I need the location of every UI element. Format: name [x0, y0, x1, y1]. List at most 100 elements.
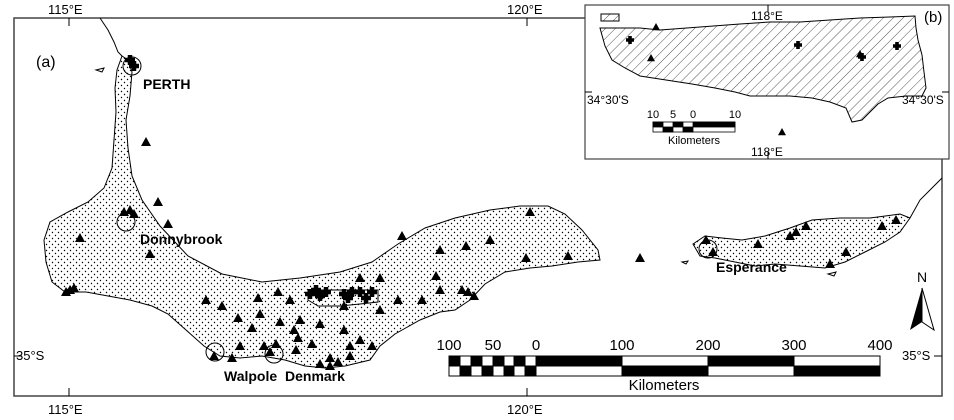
scale-tick-200: 200: [695, 337, 720, 354]
site-cross-marker: [315, 291, 325, 301]
inset-map: (b) 118°E 118°E 34°30'S 34°30'S 10 5 0 1…: [584, 4, 950, 160]
site-triangle-marker: [339, 325, 349, 334]
island-esperance-1: [680, 260, 690, 265]
inset-legend-swatch: [600, 13, 620, 22]
site-triangle-marker: [375, 305, 385, 314]
island-rottnest: [94, 67, 105, 73]
scale-tick-300: 300: [781, 337, 806, 354]
site-triangle-marker: [315, 319, 325, 328]
place-label-denmark: Denmark: [285, 368, 345, 384]
site-triangle-marker: [355, 335, 365, 344]
inset-scale-tick-10w: 10: [647, 109, 659, 121]
site-triangle-marker: [315, 359, 325, 368]
site-triangle-marker: [856, 50, 864, 58]
study-grid-outline: [307, 289, 379, 307]
site-triangle-marker: [525, 207, 535, 216]
site-cross-marker: [129, 61, 139, 71]
site-triangle-marker: [289, 325, 299, 334]
lon-label-bottom-120: 120°E: [507, 402, 543, 417]
site-triangle-marker: [397, 231, 407, 240]
site-triangle-marker: [201, 295, 211, 304]
site-triangle-marker: [255, 309, 265, 318]
site-triangle-marker: [75, 233, 85, 242]
north-arrow-left-half: [910, 288, 922, 330]
site-triangle-marker: [485, 235, 495, 244]
site-cross-marker: [367, 287, 377, 297]
inset-ticks: [585, 5, 949, 159]
scale-tick-50: 50: [485, 337, 502, 354]
site-triangles: [61, 137, 901, 370]
panel-label-b: (b): [924, 9, 942, 26]
north-arrow: N: [910, 269, 935, 332]
site-triangle-marker: [227, 353, 237, 362]
site-triangle-marker: [259, 341, 269, 350]
site-triangle-marker: [145, 249, 155, 258]
site-triangle-marker: [61, 287, 71, 296]
site-cross-marker: [794, 41, 802, 49]
site-triangle-marker: [345, 341, 355, 350]
inset-scale-tick-10: 10: [729, 109, 741, 121]
site-triangle-marker: [635, 253, 645, 262]
site-triangle-marker: [778, 128, 786, 136]
lon-label-top-120: 120°E: [507, 2, 543, 17]
graticule-ticks: [14, 18, 942, 396]
place-label-esperance: Esperance: [716, 259, 787, 275]
site-triangle-marker: [247, 323, 257, 332]
site-crosses: [125, 55, 377, 303]
inset-scale-tick-0: 0: [690, 109, 696, 121]
site-triangle-marker: [891, 215, 901, 224]
scale-tick-100w: 100: [436, 337, 461, 354]
site-triangle-marker: [469, 291, 479, 300]
site-triangle-marker: [163, 219, 173, 228]
place-label-donnybrook: Donnybrook: [140, 231, 223, 247]
inset-scale-unit: Kilometers: [668, 135, 720, 147]
site-cross-marker: [125, 55, 135, 65]
coastline-east: [909, 177, 943, 219]
site-triangle-marker: [753, 239, 763, 248]
site-triangle-marker: [293, 333, 303, 342]
inset-label-top: 118°E: [751, 9, 783, 23]
site-cross-marker: [626, 36, 634, 44]
site-cross-marker: [355, 287, 365, 297]
site-triangle-marker: [521, 253, 531, 262]
site-triangle-marker: [647, 54, 655, 62]
site-triangle-marker: [791, 227, 801, 236]
site-triangle-marker: [333, 357, 343, 366]
site-triangle-marker: [393, 295, 403, 304]
site-triangle-marker: [652, 23, 660, 31]
esperance-region: [692, 213, 911, 269]
scale-unit: Kilometers: [629, 377, 700, 394]
inset-label-left: 34°30'S: [587, 93, 629, 107]
site-triangle-marker: [271, 339, 281, 348]
north-arrow-right-half: [921, 287, 935, 332]
inset-hatched-area: [599, 15, 927, 123]
site-triangle-marker: [435, 285, 445, 294]
site-triangle-marker: [355, 273, 365, 282]
site-triangle-marker: [69, 283, 79, 292]
site-triangle-marker: [295, 315, 305, 324]
site-triangle-marker: [785, 231, 795, 240]
site-triangle-marker: [253, 293, 263, 302]
lon-label-top-115: 115°E: [48, 2, 83, 17]
site-triangle-marker: [801, 221, 811, 230]
place-label-walpole: Walpole: [224, 368, 277, 384]
island-esperance-2: [826, 271, 837, 277]
site-triangle-marker: [129, 209, 139, 218]
scale-tick-100: 100: [609, 337, 634, 354]
site-triangle-marker: [141, 137, 151, 146]
scale-tick-0: 0: [532, 337, 540, 354]
site-cross-marker: [311, 285, 321, 295]
scale-tick-400: 400: [867, 337, 892, 354]
site-triangle-marker: [345, 351, 355, 360]
site-cross-marker: [361, 293, 371, 303]
site-cross-marker: [321, 287, 331, 297]
site-cross-marker: [305, 289, 315, 299]
site-triangle-marker: [461, 241, 471, 250]
site-triangle-marker: [307, 339, 317, 348]
site-triangle-marker: [435, 245, 445, 254]
site-triangle-marker: [339, 301, 349, 310]
inset-label-bottom: 118°E: [751, 145, 783, 159]
site-triangle-marker: [457, 285, 467, 294]
site-triangle-marker: [563, 251, 573, 260]
